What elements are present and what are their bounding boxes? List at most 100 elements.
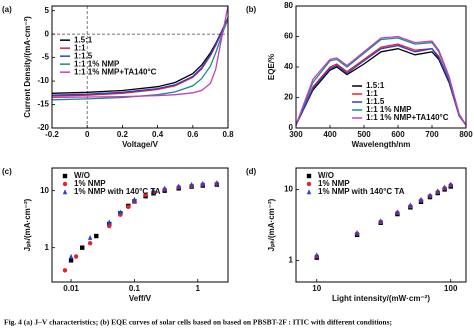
- x-tick-label: 600: [391, 130, 405, 139]
- x-tick-label: 10: [312, 284, 321, 293]
- panel-label: (a): [2, 5, 12, 14]
- legend-label: 1:1: [74, 43, 86, 52]
- marker: [176, 183, 181, 189]
- x-axis-label: Wavelength/nm: [352, 140, 411, 149]
- marker: [442, 184, 447, 190]
- legend-label: 1:1 1% NMP: [366, 105, 412, 114]
- marker: [214, 180, 220, 185]
- marker: [162, 185, 167, 191]
- marker: [143, 192, 148, 197]
- marker: [448, 181, 453, 187]
- panel-label: (c): [2, 167, 12, 176]
- legend-label: 1% NMP with 140°C TA: [74, 187, 161, 196]
- x-tick-label: 700: [425, 130, 439, 139]
- y-axis-label: Jₚₕ/(mA·cm⁻²): [23, 198, 32, 251]
- x-tick-label: 0.1: [129, 284, 141, 293]
- plot-frame: [51, 167, 229, 283]
- legend-label: W/O: [74, 171, 90, 180]
- marker: [435, 188, 440, 194]
- y-axis-label: EQE/%: [267, 54, 276, 80]
- marker: [94, 233, 99, 239]
- legend-label: 1:1 1% NMP: [74, 59, 120, 68]
- panel-label: (b): [246, 5, 257, 14]
- y-axis-label: Current Density/(mA·cm⁻²): [23, 16, 32, 118]
- legend-label: 1:1.5: [366, 97, 385, 106]
- y-tick-label: 40: [284, 62, 293, 71]
- y-tick-label: -20: [37, 123, 49, 132]
- caption: Fig. 4 (a) J–V characteristics; (b) EQE …: [4, 318, 392, 327]
- x-tick-label: 0.01: [63, 284, 79, 293]
- y-tick-label: 1: [289, 256, 294, 265]
- y-tick-label: 0: [289, 123, 294, 132]
- curve: [51, 18, 229, 96]
- legend-label: 1:1 1% NMP+TA140°C: [74, 67, 157, 76]
- y-tick-label: -5: [42, 53, 50, 62]
- legend-label: 1:1: [366, 89, 378, 98]
- x-axis-label: Voltage/V: [122, 140, 159, 149]
- legend-swatch: [306, 189, 312, 195]
- marker: [68, 253, 74, 259]
- legend-label: 1% NMP: [318, 179, 350, 188]
- legend-swatch: [306, 173, 312, 179]
- marker: [395, 209, 400, 215]
- x-tick-label: 300: [289, 130, 303, 139]
- y-tick-label: 60: [284, 32, 293, 41]
- curve: [295, 35, 467, 126]
- legend-label: 1% NMP with 140°C TA: [318, 187, 405, 196]
- x-tick-label: 400: [323, 130, 337, 139]
- x-tick-label: 0.8: [222, 130, 234, 139]
- y-tick-label: -10: [37, 76, 49, 85]
- marker: [87, 234, 93, 240]
- legend-label: 1.5:1: [366, 81, 385, 90]
- curve: [51, 17, 229, 101]
- x-axis-label: Veff/V: [129, 294, 152, 303]
- marker: [354, 230, 360, 236]
- legend-swatch: [62, 189, 68, 195]
- curve: [51, 5, 229, 99]
- x-tick-label: 0.2: [117, 130, 129, 139]
- marker: [418, 196, 424, 202]
- marker: [126, 204, 131, 210]
- x-axis-label: Light intensity/(mW·cm⁻²): [332, 294, 430, 303]
- legend-label: 1:1 1% NMP+TA140°C: [366, 113, 449, 122]
- marker: [314, 252, 319, 258]
- marker: [87, 240, 93, 246]
- marker: [427, 192, 433, 198]
- marker: [68, 258, 74, 263]
- y-tick-label: 5: [45, 6, 50, 15]
- marker: [107, 223, 112, 229]
- legend-swatch: [62, 181, 68, 187]
- plot-frame: [295, 167, 467, 283]
- marker: [132, 196, 137, 202]
- x-tick-label: 100: [444, 284, 458, 293]
- legend-label: 1:1.5: [74, 51, 93, 60]
- curve: [295, 44, 467, 126]
- y-tick-label: 0: [45, 29, 50, 38]
- marker: [73, 254, 79, 259]
- y-axis-label: Jₚₕ/(mA·cm⁻²): [267, 198, 276, 251]
- panel-label: (d): [246, 167, 257, 176]
- y-tick-label: -15: [37, 100, 49, 109]
- marker: [80, 245, 85, 250]
- plot-frame: [295, 5, 467, 129]
- x-tick-label: -0.2: [45, 130, 59, 139]
- marker: [118, 209, 123, 215]
- y-tick-label: 10: [40, 186, 49, 195]
- x-tick-label: 800: [459, 130, 473, 139]
- x-tick-label: 0.6: [187, 130, 199, 139]
- legend-swatch: [306, 181, 312, 187]
- legend-label: 1.5:1: [74, 35, 93, 44]
- x-tick-label: 0.4: [152, 130, 164, 139]
- y-tick-label: 1: [45, 243, 50, 252]
- legend-label: W/O: [318, 171, 334, 180]
- x-tick-label: 500: [357, 130, 371, 139]
- marker: [62, 268, 68, 273]
- y-tick-label: 10: [284, 185, 293, 194]
- y-tick-label: 80: [284, 1, 293, 10]
- x-tick-label: 1: [196, 284, 201, 293]
- marker: [151, 187, 156, 193]
- marker: [408, 202, 413, 208]
- legend-label: 1% NMP: [74, 179, 106, 188]
- x-tick-label: 0: [85, 130, 90, 139]
